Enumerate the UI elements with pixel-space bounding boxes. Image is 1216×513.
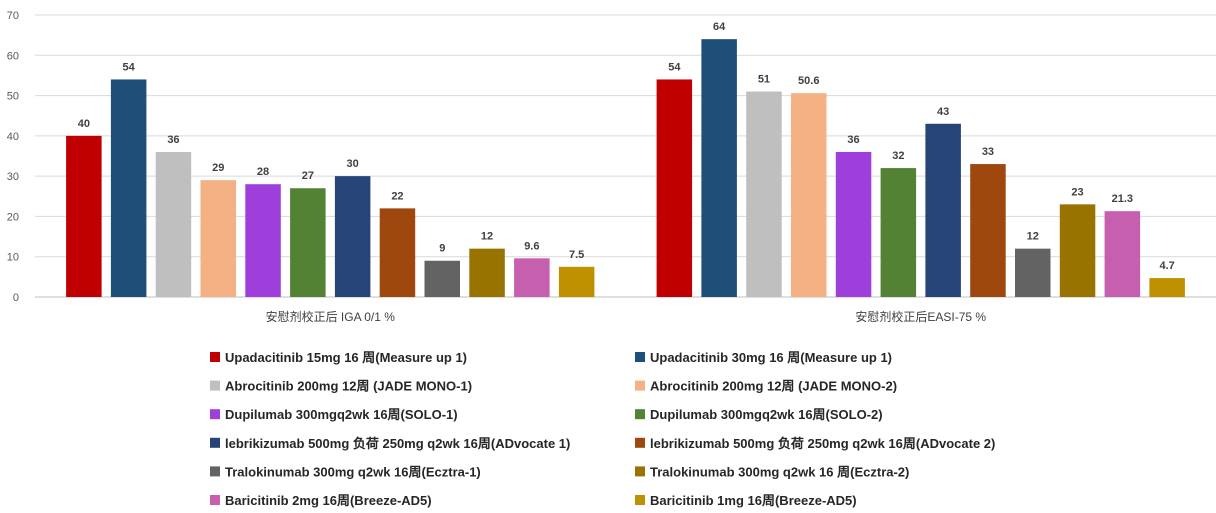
legend-label: Tralokinumab 300mg q2wk 16周(Ecztra-1) <box>225 464 481 479</box>
bar <box>110 79 147 297</box>
data-label: 28 <box>257 166 269 178</box>
bar <box>970 164 1006 297</box>
bar <box>514 258 550 297</box>
legend-swatch <box>210 380 220 391</box>
legend-swatch <box>635 466 645 477</box>
legend-label: Tralokinumab 300mg q2wk 16 周(Ecztra-2) <box>650 464 909 479</box>
y-tick-label: 70 <box>7 10 19 22</box>
bar <box>334 176 371 297</box>
legend-label: lebrikizumab 500mg 负荷 250mg q2wk 16周(ADv… <box>650 436 995 451</box>
bar <box>701 39 737 298</box>
data-label: 51 <box>758 74 770 86</box>
legend-swatch <box>210 409 220 420</box>
legend-swatch <box>210 466 220 477</box>
category-label: 安慰剂校正后 IGA 0/1 % <box>266 309 396 324</box>
y-tick-label: 0 <box>13 292 19 304</box>
legend-swatch <box>635 437 645 448</box>
data-label: 12 <box>481 231 493 243</box>
data-label: 64 <box>713 21 726 33</box>
legend-label: Dupilumab 300mgq2wk 16周(SOLO-2) <box>650 407 883 422</box>
bar <box>379 208 416 297</box>
y-tick-label: 60 <box>7 50 19 62</box>
legend-label: Dupilumab 300mgq2wk 16周(SOLO-1) <box>225 407 458 422</box>
bar <box>1149 278 1185 297</box>
category-label: 安慰剂校正后EASI-75 % <box>855 309 986 324</box>
data-label: 7.5 <box>569 249 584 261</box>
legend-swatch <box>635 409 645 420</box>
bar <box>1104 211 1141 297</box>
data-label: 30 <box>347 158 359 170</box>
y-tick-label: 30 <box>7 171 19 183</box>
legend-label: Abrocitinib 200mg 12周 (JADE MONO-2) <box>650 379 897 394</box>
legend-swatch <box>635 380 645 391</box>
legend-label: lebrikizumab 500mg 负荷 250mg q2wk 16周(ADv… <box>225 436 570 451</box>
legend-label: Baricitinib 1mg 16周(Breeze-AD5) <box>650 493 857 508</box>
data-label: 12 <box>1027 231 1039 243</box>
data-label: 36 <box>167 134 179 146</box>
y-tick-label: 20 <box>7 211 19 223</box>
data-label: 27 <box>302 170 314 182</box>
bar <box>469 248 505 297</box>
bar <box>656 79 693 297</box>
legend-swatch <box>635 352 645 362</box>
data-label: 21.3 <box>1112 193 1133 205</box>
bar <box>1059 204 1096 297</box>
y-tick-label: 10 <box>7 252 19 264</box>
legend-label: Abrocitinib 200mg 12周 (JADE MONO-1) <box>225 379 472 394</box>
bar <box>200 180 236 297</box>
data-label: 43 <box>937 106 949 118</box>
bar <box>424 260 460 297</box>
legend-label: Baricitinib 2mg 16周(Breeze-AD5) <box>225 493 432 508</box>
data-label: 32 <box>892 150 904 162</box>
data-label: 33 <box>982 146 994 158</box>
legend-swatch <box>635 495 645 505</box>
data-label: 29 <box>212 162 224 174</box>
data-label: 22 <box>391 190 403 202</box>
bar <box>290 188 326 297</box>
data-label: 23 <box>1071 186 1083 198</box>
bar <box>835 151 872 297</box>
legend-label: Upadacitinib 30mg 16 周(Measure up 1) <box>650 350 892 365</box>
data-label: 54 <box>668 61 681 73</box>
legend-swatch <box>210 437 220 448</box>
bar <box>746 91 782 298</box>
legend-swatch <box>210 352 220 362</box>
bar <box>880 168 917 297</box>
bar <box>791 93 827 297</box>
y-tick-label: 40 <box>7 131 19 143</box>
y-tick-label: 50 <box>7 91 19 103</box>
data-label: 54 <box>123 61 136 73</box>
legend-label: Upadacitinib 15mg 16 周(Measure up 1) <box>225 350 467 365</box>
bar <box>155 151 192 297</box>
legend-swatch <box>210 495 220 505</box>
bar <box>1015 248 1051 297</box>
data-label: 9.6 <box>524 240 539 252</box>
data-label: 40 <box>78 118 90 130</box>
bar <box>245 184 281 297</box>
bar <box>66 135 102 297</box>
data-label: 4.7 <box>1160 260 1175 272</box>
bar <box>925 123 961 298</box>
data-label: 36 <box>847 134 859 146</box>
data-label: 9 <box>439 243 445 255</box>
data-label: 50.6 <box>798 75 819 87</box>
bar <box>558 266 595 297</box>
